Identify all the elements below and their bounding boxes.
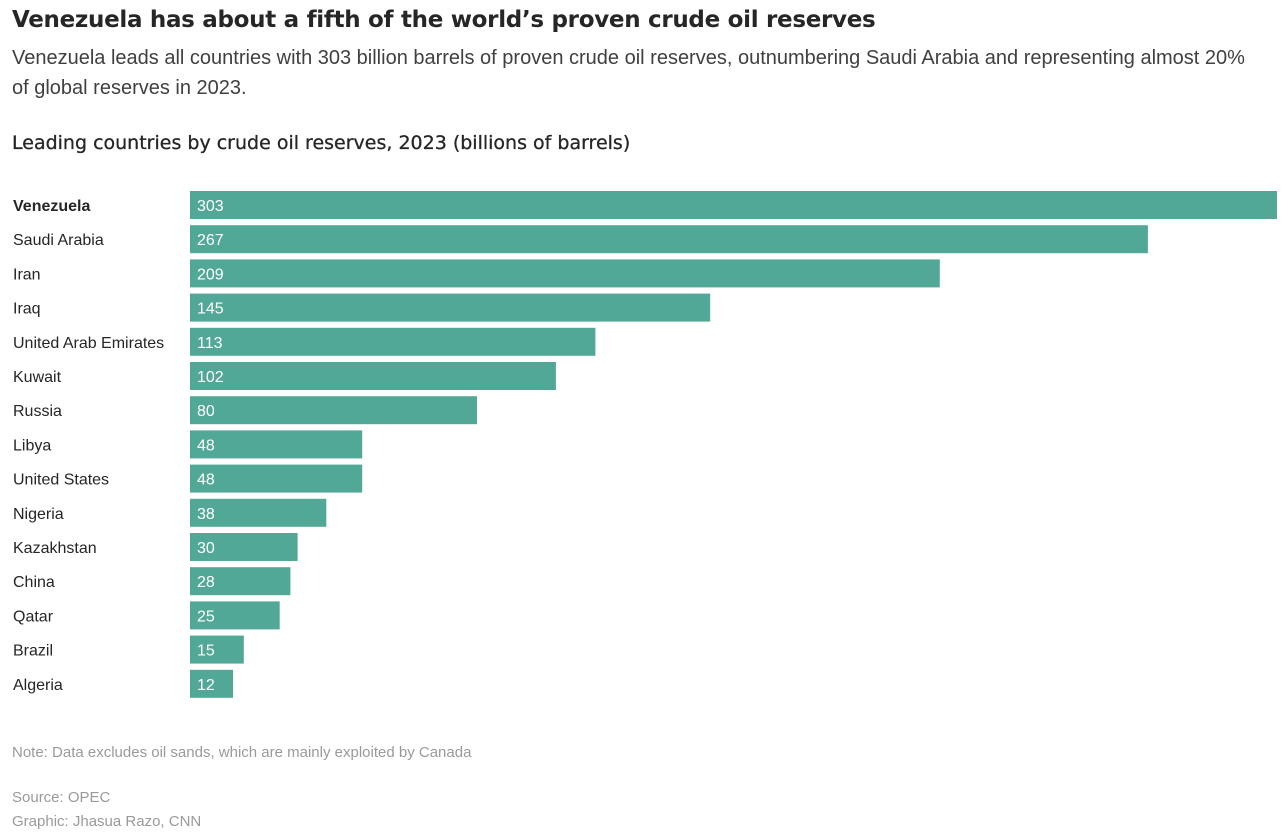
bar-iraq [190, 293, 711, 322]
bar-saudi-arabia [190, 225, 1148, 254]
value-label-iran: 209 [197, 266, 224, 283]
category-label-nigeria: Nigeria [13, 506, 64, 523]
bar-brazil [190, 635, 244, 664]
headline: Venezuela has about a fifth of the world… [12, 7, 876, 33]
category-label-brazil: Brazil [13, 643, 53, 660]
bar-united-states [190, 464, 363, 493]
category-label-libya: Libya [13, 437, 51, 454]
category-label-saudi-arabia: Saudi Arabia [13, 232, 104, 249]
chart-title: Leading countries by crude oil reserves,… [12, 132, 631, 154]
bar-algeria [190, 669, 233, 698]
chart-source: Source: OPEC [12, 789, 111, 806]
bar-china [190, 567, 291, 596]
category-label-united-states: United States [13, 472, 109, 489]
dek: Venezuela leads all countries with 303 b… [12, 47, 1245, 99]
category-label-venezuela: Venezuela [13, 198, 90, 215]
chart-credit: Graphic: Jhasua Razo, CNN [12, 813, 202, 830]
value-label-china: 28 [197, 574, 215, 591]
category-label-united-arab-emirates: United Arab Emirates [13, 335, 164, 352]
value-label-qatar: 25 [197, 608, 215, 625]
bar-iran [190, 259, 940, 288]
bar-libya [190, 430, 363, 459]
category-label-kuwait: Kuwait [13, 369, 62, 386]
value-label-nigeria: 38 [197, 506, 215, 523]
category-label-iran: Iran [13, 266, 41, 283]
value-label-kazakhstan: 30 [197, 540, 215, 557]
category-label-algeria: Algeria [13, 677, 63, 694]
category-label-russia: Russia [13, 403, 62, 420]
bar-qatar [190, 601, 280, 630]
value-label-algeria: 12 [197, 677, 215, 694]
bar-nigeria [190, 498, 327, 527]
value-label-brazil: 15 [197, 643, 215, 660]
value-label-iraq: 145 [197, 301, 224, 318]
bar-kuwait [190, 362, 556, 390]
value-label-russia: 80 [197, 403, 215, 420]
chart-note: Note: Data excludes oil sands, which are… [12, 744, 472, 761]
category-label-kazakhstan: Kazakhstan [13, 540, 97, 557]
bar-kazakhstan [190, 533, 298, 561]
value-label-venezuela: 303 [197, 198, 224, 215]
category-label-china: China [13, 574, 55, 591]
value-label-kuwait: 102 [197, 369, 224, 386]
bar-united-arab-emirates [190, 327, 596, 356]
value-label-libya: 48 [197, 437, 215, 454]
category-label-iraq: Iraq [13, 301, 41, 318]
category-label-qatar: Qatar [13, 608, 54, 625]
value-label-united-arab-emirates: 113 [197, 335, 223, 352]
bar-russia [190, 396, 477, 425]
bar-chart: Venezuela 303 Saudi Arabia 267 Iran 209 Iraq 14… [13, 191, 1277, 698]
bar-venezuela [190, 191, 1277, 219]
value-label-saudi-arabia: 267 [197, 232, 224, 249]
value-label-united-states: 48 [197, 472, 215, 489]
